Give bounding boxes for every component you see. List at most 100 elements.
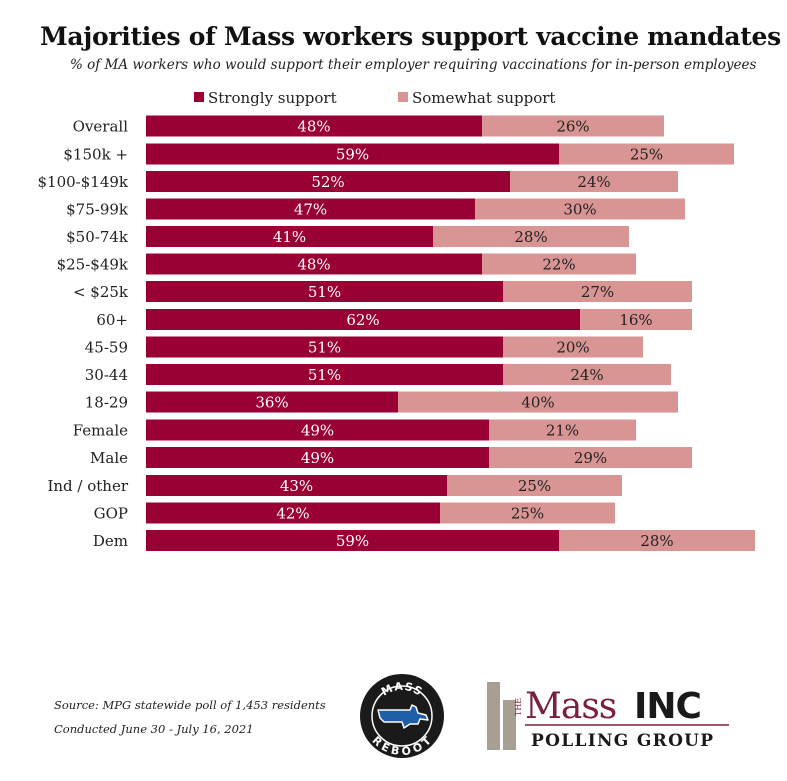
massinc-bar-right [503, 700, 516, 750]
bar-segment-0 [146, 253, 482, 275]
massinc-polling-text: POLLING GROUP [531, 731, 714, 751]
bar-segment-1 [503, 364, 671, 385]
bar-segment-1 [447, 475, 622, 496]
massinc-mass-text: Mass [525, 686, 616, 727]
bar-segment-1 [433, 226, 629, 247]
data-label-0: 62% [346, 311, 379, 329]
bar-segment-1 [503, 281, 692, 302]
data-label-1: 40% [521, 394, 554, 412]
bar-segment-0 [146, 143, 559, 165]
reboot-top-text: MASS [379, 680, 424, 699]
category-label: 60+ [96, 311, 128, 329]
category-label: Male [90, 449, 128, 467]
category-label: 30-44 [85, 366, 128, 384]
category-label: $150k + [63, 146, 128, 164]
data-label-1: 27% [581, 283, 614, 301]
data-label-0: 51% [308, 339, 341, 357]
data-label-0: 59% [336, 146, 369, 164]
data-label-1: 30% [563, 201, 596, 219]
category-label: $100-$149k [37, 173, 128, 191]
data-label-1: 26% [556, 118, 589, 136]
bar-segment-0 [146, 475, 447, 496]
svg-text:MASS: MASS [379, 680, 425, 699]
bar-segment-0 [146, 419, 489, 441]
category-label: Overall [73, 118, 129, 136]
data-label-1: 25% [511, 505, 544, 523]
data-label-1: 20% [556, 339, 589, 357]
category-label: 45-59 [85, 339, 128, 357]
bar-segment-1 [489, 419, 636, 441]
chart-title: Majorities of Mass workers support vacci… [40, 22, 781, 51]
bar-segment-0 [146, 336, 503, 358]
massinc-the-text: THE [514, 698, 523, 716]
legend-swatch-1 [398, 92, 408, 102]
conducted-note: Conducted June 30 - July 16, 2021 [54, 722, 254, 736]
data-label-0: 49% [301, 449, 334, 467]
bar-segment-1 [482, 115, 664, 137]
category-label: GOP [94, 505, 128, 523]
bar-segment-0 [146, 115, 482, 137]
data-label-1: 16% [619, 311, 652, 329]
category-label: $50-74k [66, 228, 129, 246]
data-label-0: 48% [297, 256, 330, 274]
bar-segment-0 [146, 364, 503, 385]
data-label-1: 24% [577, 173, 610, 191]
bar-segment-0 [146, 391, 398, 413]
bar-segment-1 [580, 309, 692, 330]
data-label-1: 28% [514, 228, 547, 246]
data-label-0: 51% [308, 283, 341, 301]
chart-subtitle: % of MA workers who would support their … [70, 57, 757, 73]
mass-reboot-logo: MASS REBOOT [360, 674, 444, 758]
data-label-0: 48% [297, 118, 330, 136]
category-label: Dem [93, 532, 128, 550]
bar-segment-0 [146, 281, 503, 302]
data-label-0: 43% [280, 477, 313, 495]
data-label-1: 28% [640, 532, 673, 550]
source-note: Source: MPG statewide poll of 1,453 resi… [54, 698, 326, 712]
massinc-polling-group-logo: THE Mass INC POLLING GROUP [487, 682, 729, 751]
massachusetts-map-icon [377, 704, 429, 729]
category-label: $75-99k [66, 201, 129, 219]
massinc-bar-left [487, 682, 500, 750]
data-label-0: 52% [311, 173, 344, 191]
bar-segment-1 [482, 253, 636, 275]
data-label-0: 49% [301, 422, 334, 440]
bar-segment-0 [146, 171, 510, 192]
bar-segment-1 [489, 447, 692, 468]
bar-segment-1 [559, 143, 734, 165]
category-label: 18-29 [85, 394, 128, 412]
data-label-1: 25% [518, 477, 551, 495]
category-label: $25-$49k [57, 256, 129, 274]
bar-segment-0 [146, 530, 559, 551]
bar-segment-1 [440, 502, 615, 524]
category-label: Female [73, 422, 128, 440]
bar-segment-1 [559, 530, 755, 551]
legend-label-0: Strongly support [208, 89, 337, 107]
data-label-0: 47% [294, 201, 327, 219]
legend-label-1: Somewhat support [412, 89, 555, 107]
data-label-1: 22% [542, 256, 575, 274]
data-label-1: 24% [570, 366, 603, 384]
bar-segment-0 [146, 309, 580, 330]
stacked-bar-chart: Strongly support Somewhat support Overall 4… [37, 89, 755, 551]
bar-segment-0 [146, 502, 440, 524]
data-label-0: 41% [273, 228, 306, 246]
bar-segment-1 [510, 171, 678, 192]
bar-segment-0 [146, 198, 475, 220]
data-label-1: 21% [546, 422, 579, 440]
category-label: Ind / other [47, 477, 128, 495]
data-label-1: 25% [630, 146, 663, 164]
data-label-0: 59% [336, 532, 369, 550]
data-label-0: 42% [276, 505, 309, 523]
legend-swatch-0 [194, 92, 204, 102]
bar-segment-1 [475, 198, 685, 220]
bar-segment-0 [146, 226, 433, 247]
data-label-1: 29% [574, 449, 607, 467]
data-label-0: 51% [308, 366, 341, 384]
bar-segment-0 [146, 447, 489, 468]
massinc-inc-text: INC [634, 686, 701, 727]
data-label-0: 36% [255, 394, 288, 412]
category-label: < $25k [73, 283, 129, 301]
bar-segment-1 [503, 336, 643, 358]
bar-segment-1 [398, 391, 678, 413]
